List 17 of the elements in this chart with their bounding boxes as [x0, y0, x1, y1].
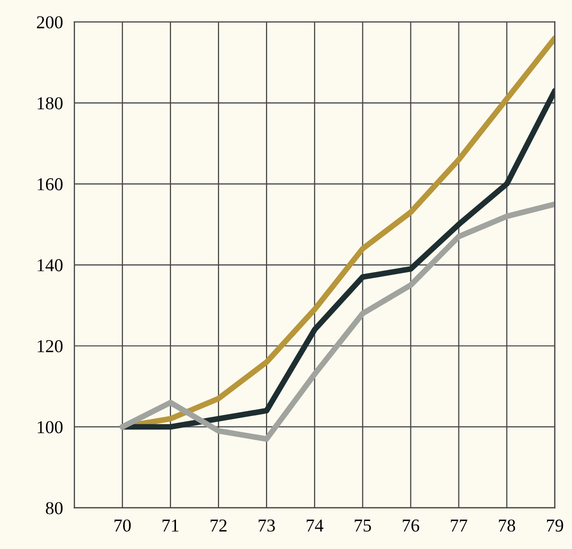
y-tick-label: 80 [46, 502, 63, 514]
x-tick-label: 75 [354, 520, 371, 532]
x-tick-label: 72 [210, 520, 227, 532]
x-tick-label: 76 [402, 520, 420, 532]
y-tick-label: 140 [38, 259, 63, 272]
y-tick-label: 100 [38, 421, 63, 434]
x-tick-label: 79 [547, 520, 564, 532]
x-tick-label: 77 [450, 520, 468, 532]
x-tick-label: 73 [258, 520, 275, 532]
y-tick-label: 160 [38, 178, 63, 190]
x-tick-label: 74 [306, 520, 324, 532]
y-tick-label: 200 [36, 16, 63, 28]
x-tick-label: 78 [498, 519, 516, 532]
y-tick-label: 120 [38, 340, 63, 352]
x-tick-label: 70 [114, 519, 131, 532]
x-tick-label: 71 [162, 520, 178, 532]
y-tick-label: 180 [38, 97, 63, 110]
